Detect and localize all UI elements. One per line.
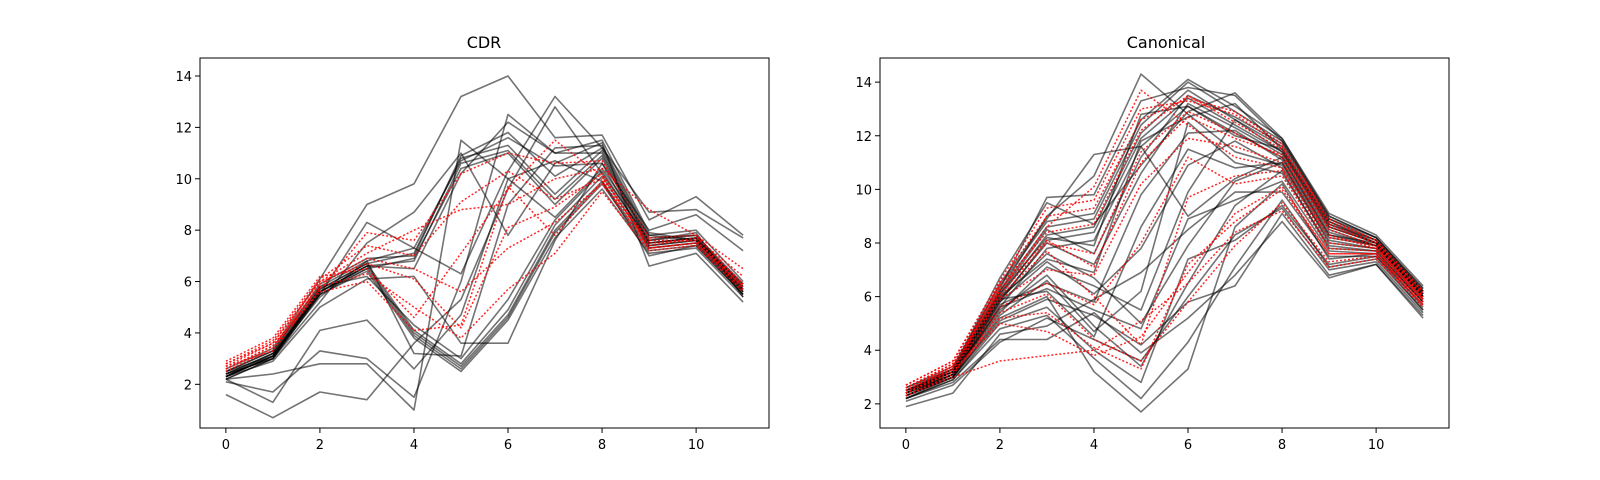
- cdr-series-line-red-24: [225, 139, 744, 362]
- canonical-series-line-black-9: [905, 129, 1424, 394]
- canonical-series-line-black-25: [905, 180, 1424, 394]
- canonical-series-line-black-15: [905, 220, 1424, 400]
- cdr-chart-title: CDR: [467, 33, 502, 52]
- cdr-y-tick-label: 2: [184, 378, 192, 393]
- canonical-y-tick-label: 6: [864, 291, 872, 306]
- canonical-series-line-black-27: [905, 207, 1424, 402]
- canonical-x-tick-label: 0: [902, 438, 910, 453]
- cdr-axis-ticks: 0 2 4 6 8 10 2 4 6 8 10 12 14: [175, 70, 704, 453]
- cdr-x-tick-label: 2: [316, 438, 324, 453]
- canonical-series-line-red-33: [905, 169, 1424, 392]
- canonical-series-line-red-36: [905, 97, 1424, 386]
- canonical-x-tick-label: 8: [1278, 438, 1286, 453]
- cdr-y-tick-label: 10: [175, 173, 192, 188]
- canonical-x-tick-label: 2: [996, 438, 1004, 453]
- canonical-series-line-red-34: [905, 202, 1424, 397]
- canonical-series-line-red-38: [905, 210, 1424, 397]
- canonical-plot-area: [905, 73, 1424, 413]
- cdr-series-line-black-3: [225, 131, 744, 373]
- canonical-series-line-black-21: [905, 148, 1424, 394]
- cdr-x-tick-label: 6: [504, 438, 512, 453]
- cdr-series-line-black-12: [225, 113, 744, 399]
- canonical-series-line-black-13: [905, 212, 1424, 397]
- canonical-y-tick-label: 14: [855, 76, 872, 91]
- cdr-series-line-black-18: [225, 162, 744, 378]
- cdr-series-line-black-9: [225, 170, 744, 373]
- cdr-y-tick-label: 4: [184, 327, 192, 342]
- canonical-y-tick-label: 4: [864, 344, 872, 359]
- cdr-plot-frame: [199, 57, 770, 429]
- cdr-series-line-black-13: [225, 106, 744, 419]
- cdr-series-line-black-14: [225, 139, 744, 411]
- cdr-y-tick-label: 14: [175, 70, 192, 85]
- canonical-series-line-red-29: [905, 100, 1424, 386]
- canonical-y-tick-label: 10: [855, 183, 872, 198]
- canonical-plot-frame: [879, 57, 1450, 429]
- canonical-series-line-red-35: [905, 188, 1424, 394]
- cdr-series-line-black-17: [225, 142, 744, 375]
- cdr-series-line-red-21: [225, 170, 744, 365]
- canonical-series-line-black-10: [905, 183, 1424, 413]
- cdr-x-tick-label: 0: [222, 438, 230, 453]
- cdr-x-tick-label: 10: [688, 438, 705, 453]
- cdr-y-tick-label: 12: [175, 121, 192, 136]
- cdr-x-tick-label: 8: [598, 438, 606, 453]
- canonical-series-line-red-39: [905, 116, 1424, 389]
- canonical-chart: Canonical 0 2 4 6 8 10 2 4 6 8 10 12 14: [855, 33, 1450, 453]
- canonical-series-line-black-23: [905, 204, 1424, 400]
- cdr-series-line-black-19: [225, 144, 744, 373]
- canonical-x-tick-label: 4: [1090, 438, 1098, 453]
- canonical-y-tick-label: 12: [855, 130, 872, 145]
- cdr-x-tick-label: 4: [410, 438, 418, 453]
- cdr-chart: CDR 0 2 4 6 8 10 2 4 6 8 10 12 14: [175, 33, 770, 453]
- canonical-series-line-red-37: [905, 156, 1424, 392]
- canonical-series-line-black-26: [905, 121, 1424, 397]
- canonical-series-line-red-32: [905, 89, 1424, 389]
- canonical-y-tick-label: 2: [864, 398, 872, 413]
- canonical-axis-ticks: 0 2 4 6 8 10 2 4 6 8 10 12 14: [855, 76, 1384, 453]
- canonical-x-tick-label: 6: [1184, 438, 1192, 453]
- canonical-y-tick-label: 8: [864, 237, 872, 252]
- cdr-series-line-red-25: [225, 183, 744, 373]
- canonical-chart-title: Canonical: [1127, 33, 1206, 52]
- cdr-plot-area: [225, 75, 744, 419]
- cdr-series-line-red-22: [225, 190, 744, 370]
- cdr-y-tick-label: 6: [184, 276, 192, 291]
- canonical-x-tick-label: 10: [1368, 438, 1385, 453]
- canonical-series-line-black-20: [905, 92, 1424, 392]
- canonical-series-line-red-28: [905, 94, 1424, 389]
- canonical-series-line-red-30: [905, 110, 1424, 392]
- cdr-series-line-black-16: [225, 95, 744, 378]
- canonical-series-line-red-40: [905, 185, 1424, 394]
- cdr-series-line-red-27: [225, 180, 744, 370]
- cdr-y-tick-label: 8: [184, 224, 192, 239]
